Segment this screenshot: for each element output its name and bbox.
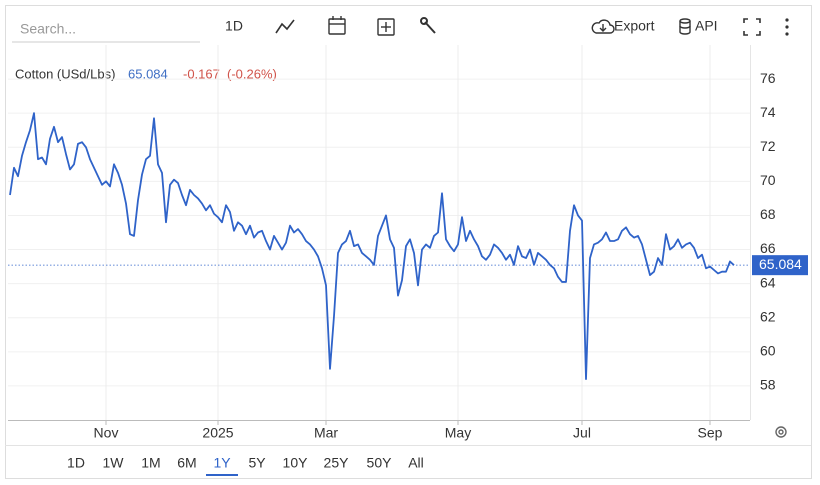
y-tick-label: 60 bbox=[760, 343, 776, 359]
y-tick-label: 74 bbox=[760, 104, 776, 120]
export-button[interactable]: Export bbox=[614, 18, 655, 34]
range-button[interactable]: 1Y bbox=[213, 455, 231, 471]
range-button[interactable]: 10Y bbox=[283, 455, 309, 471]
range-button[interactable]: All bbox=[408, 455, 424, 471]
api-icon[interactable] bbox=[679, 18, 691, 35]
interval-button[interactable]: 1D bbox=[225, 18, 243, 34]
menu-icon[interactable] bbox=[785, 18, 789, 36]
range-button[interactable]: 1W bbox=[103, 455, 125, 471]
y-tick-label: 62 bbox=[760, 308, 776, 324]
tools-icon[interactable] bbox=[420, 17, 436, 34]
x-tick-label: May bbox=[445, 425, 471, 441]
y-tick-label: 68 bbox=[760, 206, 776, 222]
x-tick-label: Nov bbox=[94, 425, 119, 441]
add-indicator-icon[interactable] bbox=[377, 18, 395, 36]
last-value-label: 65.084 bbox=[759, 256, 802, 272]
range-button[interactable]: 1M bbox=[141, 455, 160, 471]
x-tick-label: Mar bbox=[314, 425, 338, 441]
export-icon[interactable] bbox=[591, 19, 615, 34]
y-tick-label: 76 bbox=[760, 70, 776, 86]
x-tick-label: Sep bbox=[698, 425, 723, 441]
api-button[interactable]: API bbox=[695, 18, 718, 34]
y-tick-label: 64 bbox=[760, 274, 776, 290]
range-button[interactable]: 25Y bbox=[324, 455, 350, 471]
last-value-tag bbox=[752, 255, 808, 276]
y-tick-label: 58 bbox=[760, 377, 776, 393]
range-button[interactable]: 1D bbox=[67, 455, 85, 471]
x-tick-label: 2025 bbox=[202, 425, 233, 441]
range-button[interactable]: 6M bbox=[177, 455, 196, 471]
range-button[interactable]: 50Y bbox=[367, 455, 393, 471]
price-line bbox=[9, 112, 735, 380]
y-tick-label: 66 bbox=[760, 240, 776, 256]
settings-icon[interactable] bbox=[775, 426, 787, 438]
x-tick-label: Jul bbox=[573, 425, 591, 441]
y-tick-label: 70 bbox=[760, 172, 776, 188]
legend-change: -0.167 bbox=[183, 66, 220, 81]
legend-change-pct: (-0.26%) bbox=[227, 66, 277, 81]
legend-name: Cotton (USd/Lbs) bbox=[15, 66, 115, 81]
legend-last-value: 65.084 bbox=[128, 66, 168, 81]
line-type-icon[interactable] bbox=[275, 19, 295, 34]
y-tick-label: 72 bbox=[760, 138, 776, 154]
fullscreen-icon[interactable] bbox=[743, 18, 761, 36]
active-range-underline bbox=[206, 474, 238, 476]
search-box[interactable]: Search... bbox=[20, 21, 76, 37]
range-button[interactable]: 5Y bbox=[248, 455, 266, 471]
calendar-icon[interactable] bbox=[328, 16, 346, 35]
